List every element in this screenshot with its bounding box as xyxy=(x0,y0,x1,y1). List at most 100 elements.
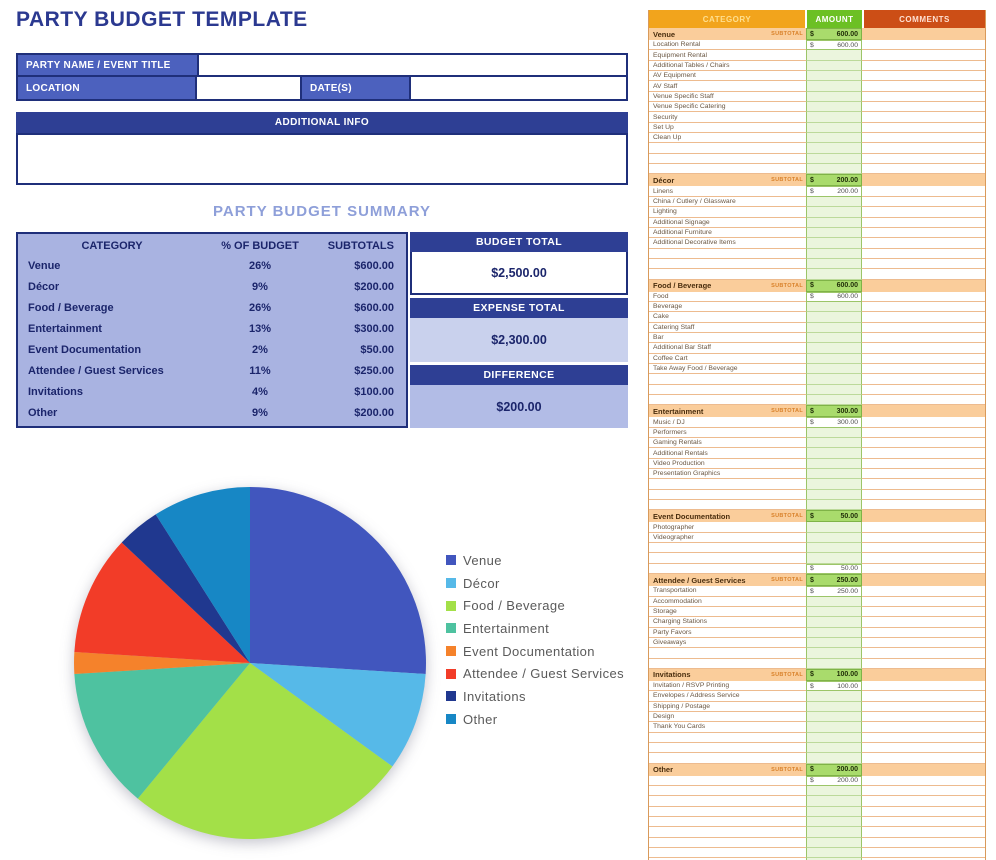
sheet-cell-comment[interactable] xyxy=(862,228,985,239)
sheet-cell-comment[interactable] xyxy=(862,186,985,197)
sheet-cell-amount[interactable] xyxy=(806,269,862,280)
sheet-cell-comment[interactable] xyxy=(862,417,985,428)
sheet-cell-comment[interactable] xyxy=(862,302,985,313)
sheet-cell-comment[interactable] xyxy=(862,292,985,302)
sheet-cell-amount[interactable] xyxy=(806,637,862,649)
sheet-cell-amount[interactable] xyxy=(806,596,862,607)
sheet-cell-amount[interactable] xyxy=(806,102,862,113)
sheet-cell-comment[interactable] xyxy=(862,807,985,818)
sheet-cell-comment[interactable] xyxy=(862,786,985,797)
sheet-cell-amount[interactable] xyxy=(806,343,862,354)
sheet-cell-amount[interactable] xyxy=(806,858,862,860)
sheet-cell-amount[interactable] xyxy=(806,395,862,406)
sheet-cell-comment[interactable] xyxy=(862,597,985,607)
sheet-cell-comment[interactable] xyxy=(862,238,985,249)
sheet-cell-amount[interactable] xyxy=(806,648,862,659)
sheet-cell-comment[interactable] xyxy=(862,607,985,618)
sheet-cell-comment[interactable] xyxy=(862,61,985,72)
sheet-cell-amount[interactable] xyxy=(806,691,862,702)
sheet-cell-amount[interactable] xyxy=(806,711,862,723)
sheet-cell-comment[interactable] xyxy=(862,500,985,511)
sheet-cell-amount[interactable] xyxy=(806,827,862,838)
sheet-cell-comment[interactable] xyxy=(862,796,985,807)
sheet-cell-comment[interactable] xyxy=(862,218,985,228)
sheet-cell-amount[interactable]: $200.00 xyxy=(806,775,862,786)
sheet-cell-amount[interactable] xyxy=(806,227,862,239)
sheet-cell-amount[interactable]: $250.00 xyxy=(806,586,862,597)
sheet-cell-amount[interactable] xyxy=(806,448,862,459)
sheet-cell-amount[interactable]: $200.00 xyxy=(806,186,862,197)
sheet-cell-comment[interactable] xyxy=(862,438,985,449)
sheet-cell-comment[interactable] xyxy=(862,733,985,743)
sheet-cell-amount[interactable] xyxy=(806,133,862,144)
sheet-cell-comment[interactable] xyxy=(862,469,985,480)
sheet-cell-comment[interactable] xyxy=(862,154,985,165)
sheet-cell-comment[interactable] xyxy=(862,543,985,554)
sheet-cell-amount[interactable] xyxy=(806,164,862,175)
sheet-cell-comment[interactable] xyxy=(862,691,985,702)
sheet-cell-amount[interactable] xyxy=(806,796,862,807)
sheet-cell-amount[interactable] xyxy=(806,469,862,480)
sheet-cell-amount[interactable]: $600.00 xyxy=(806,291,862,302)
sheet-cell-amount[interactable] xyxy=(806,248,862,259)
sheet-cell-comment[interactable] xyxy=(862,133,985,144)
sheet-cell-comment[interactable] xyxy=(862,648,985,659)
sheet-cell-comment[interactable] xyxy=(862,112,985,123)
sheet-cell-comment[interactable] xyxy=(862,628,985,638)
sheet-cell-amount[interactable] xyxy=(806,112,862,123)
sheet-cell-comment[interactable] xyxy=(862,323,985,333)
sheet-cell-amount[interactable] xyxy=(806,753,862,764)
sheet-cell-comment[interactable] xyxy=(862,817,985,828)
sheet-cell-amount[interactable]: $50.00 xyxy=(806,563,862,575)
dates-field[interactable] xyxy=(411,77,626,99)
sheet-cell-amount[interactable] xyxy=(806,532,862,544)
sheet-cell-amount[interactable] xyxy=(806,91,862,103)
sheet-cell-amount[interactable] xyxy=(806,143,862,154)
sheet-cell-amount[interactable] xyxy=(806,363,862,375)
sheet-cell-amount[interactable] xyxy=(806,332,862,344)
sheet-cell-comment[interactable] xyxy=(862,333,985,344)
sheet-cell-amount[interactable] xyxy=(806,553,862,564)
sheet-cell-amount[interactable] xyxy=(806,374,862,385)
sheet-cell-comment[interactable] xyxy=(862,586,985,597)
sheet-cell-comment[interactable] xyxy=(862,638,985,649)
sheet-cell-amount[interactable] xyxy=(806,658,862,669)
sheet-cell-comment[interactable] xyxy=(862,164,985,175)
sheet-cell-amount[interactable] xyxy=(806,384,862,395)
sheet-cell-amount[interactable] xyxy=(806,353,862,364)
sheet-cell-amount[interactable] xyxy=(806,837,862,849)
sheet-cell-comment[interactable] xyxy=(862,102,985,113)
sheet-cell-amount[interactable] xyxy=(806,71,862,82)
sheet-cell-amount[interactable] xyxy=(806,732,862,743)
sheet-cell-comment[interactable] xyxy=(862,92,985,103)
sheet-cell-amount[interactable] xyxy=(806,500,862,511)
sheet-cell-amount[interactable] xyxy=(806,627,862,638)
sheet-cell-comment[interactable] xyxy=(862,702,985,712)
sheet-cell-amount[interactable] xyxy=(806,207,862,218)
sheet-cell-amount[interactable] xyxy=(806,617,862,628)
sheet-cell-amount[interactable] xyxy=(806,722,862,733)
sheet-cell-comment[interactable] xyxy=(862,343,985,354)
sheet-cell-amount[interactable] xyxy=(806,458,862,470)
sheet-cell-amount[interactable] xyxy=(806,301,862,313)
sheet-cell-amount[interactable] xyxy=(806,60,862,72)
sheet-cell-comment[interactable] xyxy=(862,753,985,764)
sheet-cell-comment[interactable] xyxy=(862,522,985,533)
sheet-cell-amount[interactable] xyxy=(806,806,862,818)
sheet-cell-comment[interactable] xyxy=(862,743,985,754)
sheet-cell-amount[interactable] xyxy=(806,427,862,439)
sheet-cell-amount[interactable] xyxy=(806,238,862,249)
sheet-cell-comment[interactable] xyxy=(862,838,985,849)
sheet-cell-comment[interactable] xyxy=(862,533,985,544)
sheet-cell-comment[interactable] xyxy=(862,428,985,439)
sheet-cell-amount[interactable] xyxy=(806,848,862,859)
party-name-field[interactable] xyxy=(199,55,626,75)
location-field[interactable] xyxy=(197,77,300,99)
sheet-cell-amount[interactable]: $600.00 xyxy=(806,40,862,51)
sheet-cell-comment[interactable] xyxy=(862,681,985,692)
sheet-cell-amount[interactable] xyxy=(806,817,862,828)
sheet-cell-amount[interactable] xyxy=(806,522,862,533)
sheet-cell-comment[interactable] xyxy=(862,617,985,628)
sheet-cell-amount[interactable] xyxy=(806,81,862,92)
sheet-cell-comment[interactable] xyxy=(862,722,985,733)
